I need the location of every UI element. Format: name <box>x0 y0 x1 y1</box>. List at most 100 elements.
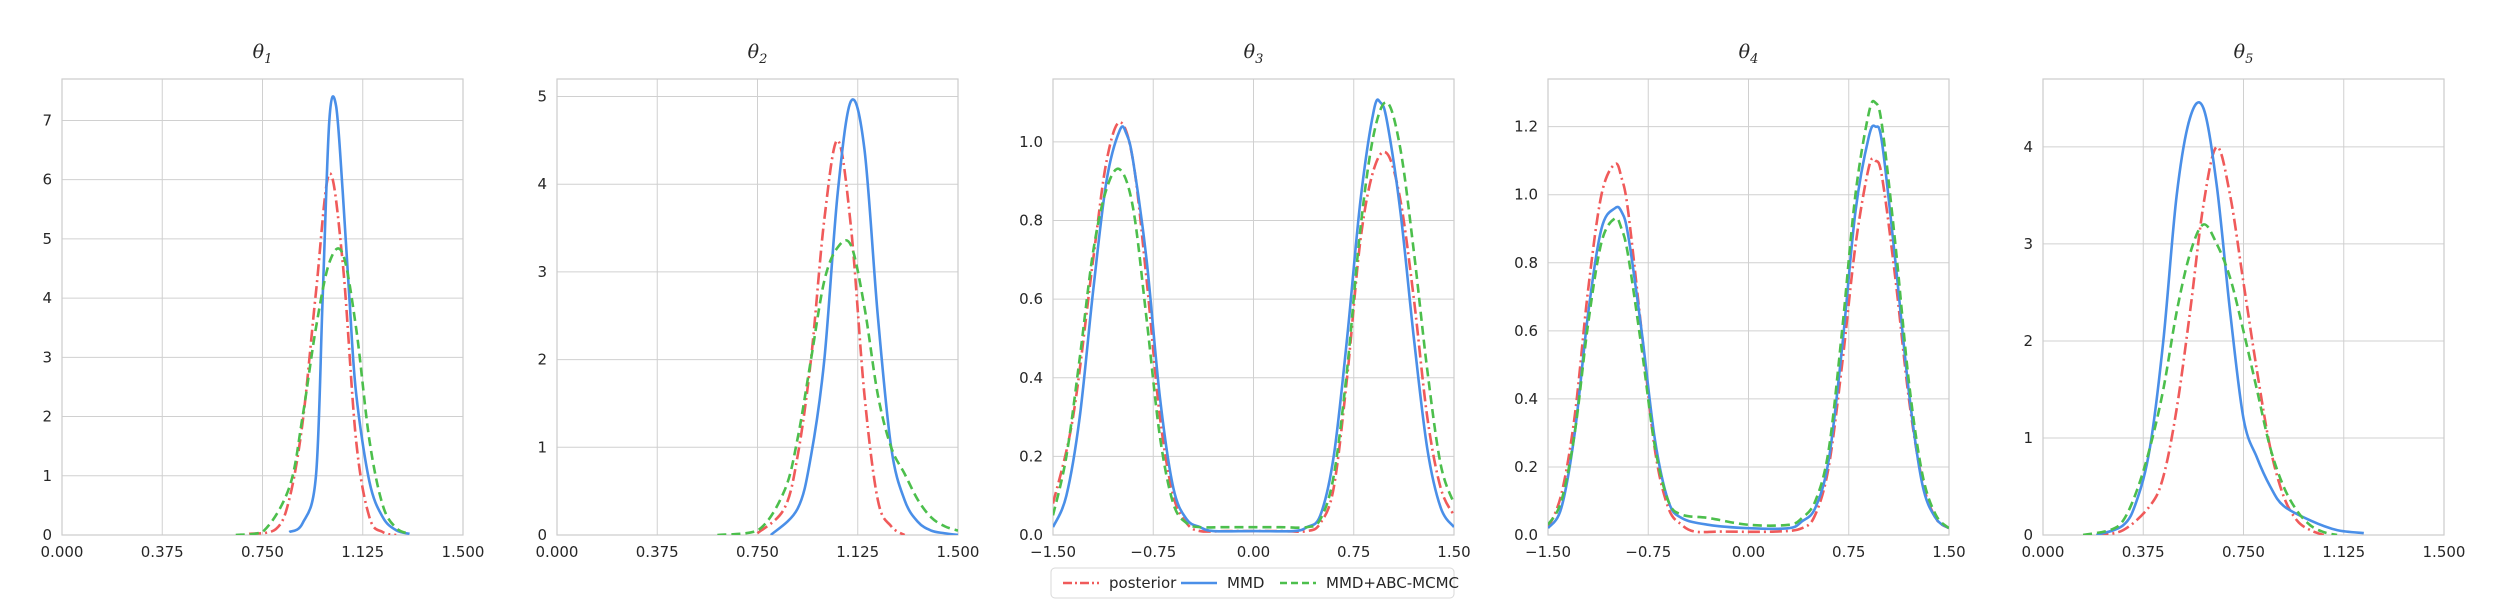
panel-title: θ1 <box>253 41 273 67</box>
x-tick-label: 1.50 <box>1437 543 1470 561</box>
y-tick-label: 0.8 <box>1514 254 1538 272</box>
series-line-posterior <box>1548 156 1949 534</box>
y-tick-label: 5 <box>537 88 547 106</box>
x-tick-label: −0.75 <box>1130 543 1176 561</box>
x-tick-label: 0.75 <box>1337 543 1370 561</box>
plot-frame <box>1052 78 1455 536</box>
panel-3: −1.50 −0.75 0.00 0.75 1.50 0.0 0.2 0.4 0.6 0.8 1.0… <box>1019 41 1471 561</box>
y-tick-label: 1.0 <box>1019 133 1043 151</box>
x-tick-label: 0.000 <box>2022 543 2065 561</box>
x-tick-label: 0.375 <box>2122 543 2165 561</box>
y-tick-label: 0.2 <box>1514 458 1538 476</box>
legend: posterior MMD MMD+ABC-MCMC <box>1050 567 1459 599</box>
panel-title-symbol: θ <box>2234 41 2246 63</box>
y-tick-label: 0.4 <box>1019 369 1043 387</box>
y-tick-label: 0.0 <box>1019 526 1043 544</box>
series-line-posterior <box>2096 145 2325 535</box>
x-tick-label: 0.375 <box>636 543 679 561</box>
series-line-mmd <box>288 95 410 535</box>
y-tick-label: 1 <box>537 438 547 456</box>
x-tick-label: 1.125 <box>836 543 879 561</box>
series-line-mmd-abc <box>1548 99 1949 530</box>
panel-title-symbol: θ <box>748 41 760 63</box>
y-tick-label: 4 <box>2023 138 2033 156</box>
y-tick-label: 0.2 <box>1019 447 1043 465</box>
panel-title-symbol: θ <box>1739 41 1751 63</box>
panel-title-subscript: 4 <box>1749 52 1758 67</box>
y-tick-label: 3 <box>537 263 547 281</box>
panel-title: θ3 <box>1244 41 1264 67</box>
series-line-mmd-abc <box>235 247 411 535</box>
panel-title-subscript: 1 <box>264 52 272 67</box>
y-tick-label: 0.4 <box>1514 390 1538 408</box>
x-tick-label: 0.000 <box>536 543 579 561</box>
y-tick-label: 0.8 <box>1019 212 1043 230</box>
series-line-posterior <box>756 139 906 535</box>
y-tick-label: 4 <box>42 289 52 307</box>
y-tick-label: 5 <box>42 230 52 248</box>
panel-title: θ2 <box>748 41 768 67</box>
series-line-mmd <box>769 98 958 535</box>
x-tick-label: 1.500 <box>442 543 485 561</box>
panel-title-subscript: 2 <box>758 52 767 67</box>
legend-label: posterior <box>1109 574 1177 592</box>
x-tick-label: 0.00 <box>1237 543 1270 561</box>
y-tick-label: 1 <box>2023 429 2033 447</box>
plot-frame <box>1547 78 1950 536</box>
x-tick-label: 0.000 <box>41 543 84 561</box>
y-tick-label: 1 <box>42 467 52 485</box>
series-line-mmd <box>1053 98 1454 533</box>
x-tick-label: 1.50 <box>1932 543 1965 561</box>
series-line-posterior <box>1053 120 1454 533</box>
x-tick-label: 0.375 <box>141 543 184 561</box>
x-tick-label: −1.50 <box>1030 543 1076 561</box>
series-line-mmd <box>2096 101 2364 535</box>
x-tick-label: 0.750 <box>736 543 779 561</box>
y-tick-label: 7 <box>42 111 52 129</box>
y-tick-label: 2 <box>42 408 52 426</box>
y-tick-label: 0 <box>537 526 547 544</box>
x-tick-label: 0.75 <box>1832 543 1865 561</box>
y-tick-label: 6 <box>42 171 52 189</box>
y-tick-label: 0 <box>2023 526 2033 544</box>
y-tick-label: 4 <box>537 175 547 193</box>
series-line-mmd-abc <box>2082 223 2338 535</box>
series-line-mmd <box>1548 124 1949 531</box>
x-tick-label: 1.125 <box>2322 543 2365 561</box>
legend-label: MMD+ABC-MCMC <box>1326 574 1459 592</box>
panel-title: θ5 <box>2234 41 2254 67</box>
y-tick-label: 3 <box>42 348 52 366</box>
x-tick-label: −1.50 <box>1525 543 1571 561</box>
y-tick-label: 1.2 <box>1514 118 1538 136</box>
plot-frame <box>556 78 959 536</box>
panel-4: −1.50 −0.75 0.00 0.75 1.50 0.0 0.2 0.4 0.6 0.8 1.0… <box>1514 41 1966 561</box>
panel-title-subscript: 5 <box>2245 52 2253 67</box>
series-line-mmd-abc <box>1053 101 1454 530</box>
legend-label: MMD <box>1227 574 1264 592</box>
y-tick-label: 2 <box>537 351 547 369</box>
panel-title: θ4 <box>1739 41 1759 67</box>
x-tick-label: −0.75 <box>1625 543 1671 561</box>
y-tick-label: 2 <box>2023 332 2033 350</box>
panel-title-symbol: θ <box>253 41 265 63</box>
panel-title-subscript: 3 <box>1255 52 1263 67</box>
y-tick-label: 0.6 <box>1019 290 1043 308</box>
plot-frame <box>2042 78 2445 536</box>
y-tick-label: 0 <box>42 526 52 544</box>
x-tick-label: 1.500 <box>2423 543 2466 561</box>
panel-5: 0.000 0.375 0.750 1.125 1.500 0 1 2 3 4 θ5 <box>2022 41 2466 561</box>
series-line-mmd-abc <box>717 238 958 535</box>
y-tick-label: 0.6 <box>1514 322 1538 340</box>
panel-title-symbol: θ <box>1244 41 1256 63</box>
y-tick-label: 0.0 <box>1514 526 1538 544</box>
x-tick-label: 1.125 <box>341 543 384 561</box>
x-tick-label: 0.750 <box>241 543 284 561</box>
x-tick-label: 0.750 <box>2222 543 2265 561</box>
plot-frame <box>61 78 464 536</box>
x-tick-label: 0.00 <box>1732 543 1765 561</box>
y-tick-label: 1.0 <box>1514 186 1538 204</box>
x-tick-label: 1.500 <box>937 543 980 561</box>
